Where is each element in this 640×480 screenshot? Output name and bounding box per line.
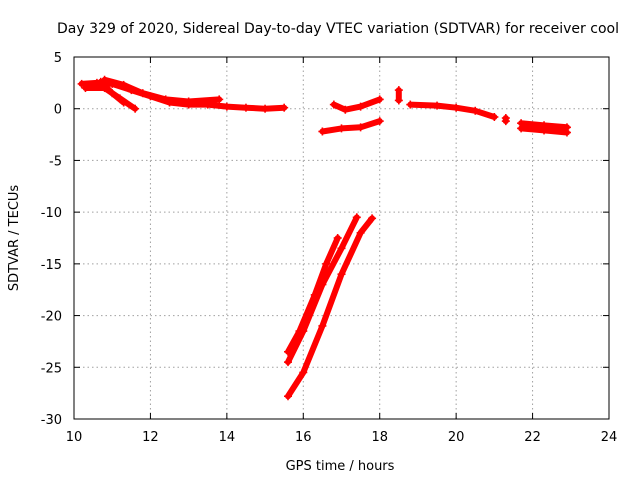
data-point [241,103,250,112]
x-axis-label: GPS time / hours [286,459,395,474]
data-point [138,89,147,98]
x-tick-label: 24 [601,430,618,445]
data-point [284,358,292,367]
data-point [452,103,461,112]
data-point [318,280,327,289]
data-point [375,117,384,126]
x-tick-label: 14 [219,430,236,445]
series-arc-4 [329,95,384,114]
data-point [540,126,549,135]
series-arc-11 [284,213,361,367]
series-arc-8 [501,114,510,126]
data-point [501,117,510,126]
data-point [77,79,86,88]
data-point [433,101,442,110]
y-axis-label: SDTVAR / TECUs [7,185,22,292]
data-point [161,95,170,104]
data-point [471,106,480,115]
data-point [341,105,350,114]
data-point [337,124,346,133]
data-point [356,228,365,237]
data-point [337,244,346,253]
y-tick-label: -20 [41,310,62,325]
x-tick-label: 16 [295,430,312,445]
data-point [356,102,365,111]
data-point [333,234,342,242]
x-tick-label: 12 [142,430,159,445]
data-point [318,321,327,330]
x-tick-label: 20 [448,430,465,445]
x-tick-label: 10 [66,430,83,445]
data-point [322,259,331,268]
plot-frame [73,56,610,420]
series-line [285,214,360,366]
data-point [280,103,289,112]
data-point [284,392,292,401]
y-tick-labels: 5 0 -5 -10 -15 -20 -25 -30 [41,51,62,428]
y-tick-label: -25 [41,361,62,376]
data-point [394,96,403,105]
series-arc-7 [406,100,499,121]
series-arc-6 [394,86,403,105]
data-series [77,75,571,401]
y-tick-label: -10 [41,206,62,221]
data-point [261,104,270,113]
data-point [329,100,338,109]
x-tick-labels: 10 12 14 16 18 20 22 24 [66,430,618,445]
data-point [356,123,365,132]
data-point [517,124,526,133]
data-point [375,95,384,104]
data-point [184,97,193,106]
series-line [407,101,498,120]
series-line [285,215,376,400]
chart-title: Day 329 of 2020, Sidereal Day-to-day VTE… [57,21,619,37]
x-tick-label: 18 [371,430,388,445]
data-point [96,77,105,86]
series-arc-1-upper [100,75,224,106]
data-point [131,104,140,113]
data-point [299,368,308,377]
data-point [562,128,571,137]
y-tick-label: -15 [41,258,62,273]
data-point [108,89,117,98]
y-tick-label: 0 [54,103,62,118]
y-tick-label: -5 [49,154,62,169]
data-point [352,213,361,222]
series-line [319,118,383,135]
data-point [222,102,231,111]
data-point [368,214,377,223]
data-point [406,100,415,109]
data-point [215,95,224,104]
series-arc-9-spread [517,124,571,137]
y-tick-label: -30 [41,413,62,428]
data-point [490,112,499,121]
series-arc-9 [517,119,571,132]
x-tick-label: 22 [524,430,541,445]
data-point [337,270,346,279]
axis-ticks [73,56,610,420]
series-arc-5 [318,117,384,136]
data-point [119,98,128,107]
series-arc-3 [96,77,128,107]
series-arc-12 [284,214,377,401]
grid [74,57,609,419]
data-point [394,86,403,95]
y-tick-label: 5 [54,51,62,66]
data-point [81,84,90,93]
series-line [330,96,383,113]
data-point [119,80,128,89]
series-line [101,76,223,105]
data-point [318,127,327,136]
data-point [299,327,308,336]
